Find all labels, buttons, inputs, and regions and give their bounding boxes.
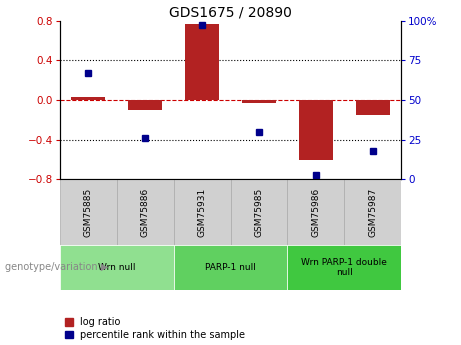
Text: PARP-1 null: PARP-1 null (205, 263, 256, 272)
Bar (128, 100, 162, 110)
Bar (60, 179, 117, 245)
Text: GSM75931: GSM75931 (198, 188, 207, 237)
Bar (344, 179, 401, 245)
Bar (174, 245, 287, 290)
Bar (287, 179, 344, 245)
Bar (299, 100, 333, 159)
Bar (355, 100, 390, 115)
Text: GSM75885: GSM75885 (84, 188, 93, 237)
Bar (242, 100, 276, 103)
Bar (174, 179, 230, 245)
Bar (230, 179, 287, 245)
Title: GDS1675 / 20890: GDS1675 / 20890 (169, 6, 292, 20)
Text: Wrn PARP-1 double
null: Wrn PARP-1 double null (301, 258, 387, 277)
Text: GSM75886: GSM75886 (141, 188, 150, 237)
Legend: log ratio, percentile rank within the sample: log ratio, percentile rank within the sa… (65, 317, 245, 340)
Text: GSM75986: GSM75986 (311, 188, 320, 237)
Text: genotype/variation ▶: genotype/variation ▶ (5, 263, 108, 272)
Bar (287, 245, 401, 290)
Bar (185, 24, 219, 100)
Text: GSM75987: GSM75987 (368, 188, 377, 237)
Bar (71, 97, 106, 100)
Text: GSM75985: GSM75985 (254, 188, 263, 237)
Bar (60, 245, 174, 290)
Text: Wrn null: Wrn null (98, 263, 136, 272)
Bar (117, 179, 174, 245)
